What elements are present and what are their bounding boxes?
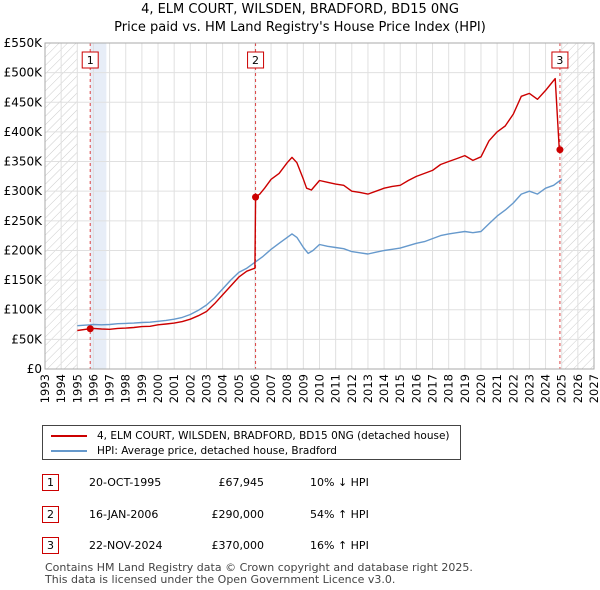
chart-subtitle: Price paid vs. HM Land Registry's House …: [114, 20, 486, 35]
y-tick-label: £400K: [4, 125, 44, 139]
hpi-line: [77, 178, 563, 327]
y-tick-label: £0: [27, 362, 42, 376]
property-price-line: [77, 77, 560, 332]
sale-marker-label: 3: [556, 54, 563, 67]
x-tick-label: 2011: [329, 374, 343, 403]
sale-point: [86, 325, 94, 333]
x-tick-label: 2013: [361, 374, 375, 403]
x-tick-label: 2020: [474, 374, 488, 403]
price-chart: 1 2 3 £0 £50K £100K £150K £200K £250K £300K £350K…: [4, 36, 600, 403]
x-tick-label: 2016: [409, 374, 423, 403]
x-tick-label: 1996: [86, 374, 100, 403]
y-tick-label: £100K: [4, 303, 44, 317]
y-tick-label: £200K: [4, 243, 44, 257]
x-tick-label: 1995: [70, 374, 84, 403]
y-tick-label: £300K: [4, 184, 44, 198]
sale-marker-box: [81, 51, 99, 69]
x-tick-label: 2005: [232, 374, 246, 403]
sale-price: £290,000: [211, 508, 265, 521]
x-tick-label: 2015: [393, 374, 407, 403]
sale-date: 20-OCT-1995: [89, 476, 162, 489]
x-tick-label: 2001: [167, 374, 181, 403]
x-tick-label: 2012: [345, 374, 359, 403]
y-tick-label: £550K: [4, 36, 44, 50]
x-tick-label: 2027: [587, 374, 600, 403]
x-tick-label: 2022: [506, 374, 520, 403]
x-tick-label: 1997: [103, 374, 117, 403]
x-tick-label: 2019: [458, 374, 472, 403]
sale-marker-label: 1: [87, 54, 94, 67]
sale-row: 1 20-OCT-1995 £67,945 10% ↓ HPI: [42, 474, 462, 494]
y-tick-label: £250K: [4, 214, 44, 228]
plot-frame: [44, 42, 595, 370]
sale-price: £370,000: [211, 539, 265, 552]
sale-marker-box: [247, 51, 265, 69]
y-tick-label: £50K: [11, 332, 43, 346]
x-tick-label: 2026: [571, 374, 585, 403]
sale-hpi-diff: 10% ↓ HPI: [310, 476, 369, 489]
legend-item-property: 4, ELM COURT, WILSDEN, BRADFORD, BD15 0N…: [51, 428, 450, 444]
x-tick-label: 2025: [555, 374, 569, 403]
x-tick-label: 2023: [522, 374, 536, 403]
legend-item-hpi: HPI: Average price, detached house, Brad…: [51, 443, 337, 459]
x-tick-label: 2006: [248, 374, 262, 403]
sale-badge: 3: [42, 537, 59, 554]
sale-marker-label: 2: [252, 54, 259, 67]
x-tick-label: 2014: [377, 374, 391, 403]
x-tick-label: 2009: [296, 374, 310, 403]
x-tick-label: 1994: [54, 374, 68, 403]
legend-label-property: 4, ELM COURT, WILSDEN, BRADFORD, BD15 0N…: [97, 430, 450, 442]
y-tick-label: £350K: [4, 155, 44, 169]
x-tick-label: 2002: [183, 374, 197, 403]
x-tick-label: 1999: [135, 374, 149, 403]
y-tick-label: £150K: [4, 273, 44, 287]
y-tick-label: £450K: [4, 95, 44, 109]
legend: 4, ELM COURT, WILSDEN, BRADFORD, BD15 0N…: [42, 425, 461, 460]
chart-title: 4, ELM COURT, WILSDEN, BRADFORD, BD15 0N…: [141, 2, 459, 17]
x-tick-label: 2004: [216, 374, 230, 403]
y-tick-label: £500K: [4, 66, 44, 80]
sale-shaded-region: [90, 43, 107, 369]
sale-marker-box: [551, 51, 569, 69]
x-tick-label: 2008: [280, 374, 294, 403]
footer-licence: This data is licensed under the Open Gov…: [45, 573, 396, 586]
x-tick-label: 1998: [119, 374, 133, 403]
sale-badge: 2: [42, 506, 59, 523]
sale-price: £67,945: [218, 476, 265, 489]
x-tick-label: 2007: [264, 374, 278, 403]
x-tick-label: 2003: [199, 374, 213, 403]
sale-point: [252, 193, 260, 201]
x-tick-label: 2018: [442, 374, 456, 403]
footer-copyright: Contains HM Land Registry data © Crown c…: [45, 561, 473, 574]
sale-row: 3 22-NOV-2024 £370,000 16% ↑ HPI: [42, 537, 462, 557]
x-tick-label: 2017: [426, 374, 440, 403]
x-tick-label: 2021: [490, 374, 504, 403]
sale-badge: 1: [42, 474, 59, 491]
sale-hpi-diff: 54% ↑ HPI: [310, 508, 369, 521]
sale-date: 22-NOV-2024: [89, 539, 163, 552]
sale-hpi-diff: 16% ↑ HPI: [310, 539, 369, 552]
legend-swatch-property: [51, 435, 87, 437]
legend-swatch-hpi: [51, 450, 87, 452]
sale-date: 16-JAN-2006: [89, 508, 159, 521]
x-tick-label: 2024: [539, 374, 553, 403]
sale-row: 2 16-JAN-2006 £290,000 54% ↑ HPI: [42, 506, 462, 526]
x-tick-label: 2010: [313, 374, 327, 403]
sale-point: [556, 146, 564, 154]
legend-label-hpi: HPI: Average price, detached house, Brad…: [97, 445, 337, 457]
x-tick-label: 2000: [151, 374, 165, 403]
x-tick-label: 1993: [38, 374, 52, 403]
